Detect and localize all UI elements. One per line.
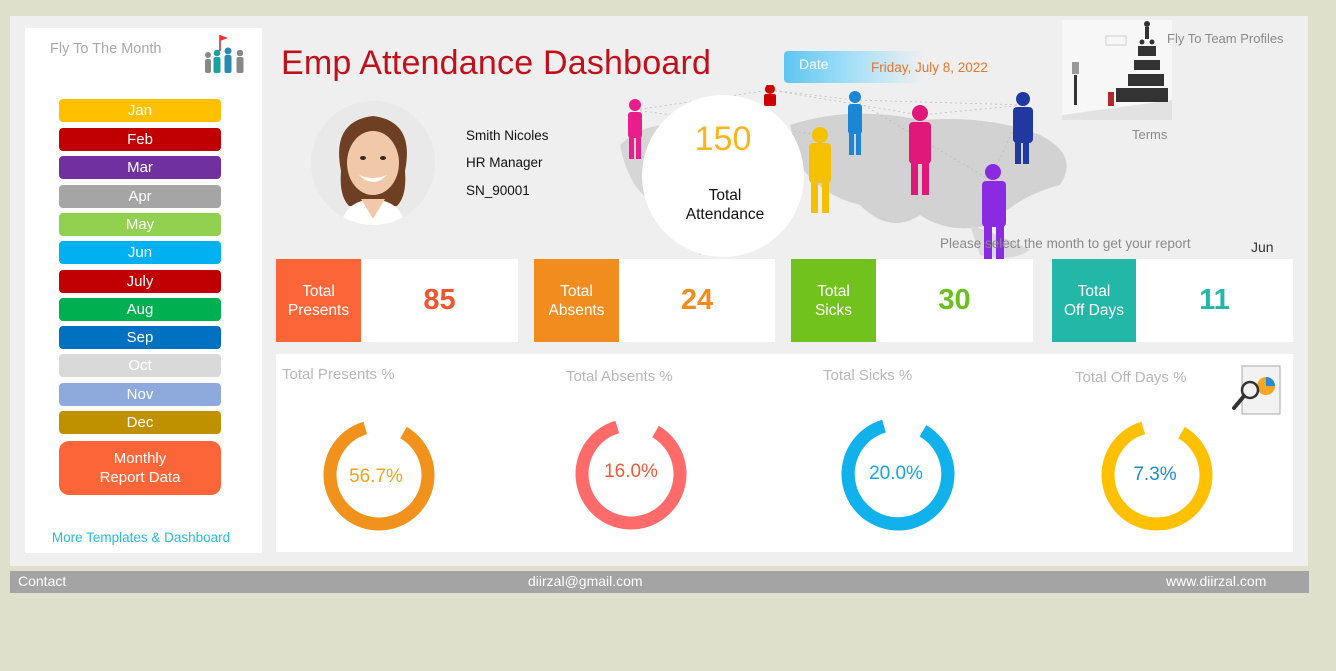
kpi-off-days-value: 11 xyxy=(1199,284,1230,316)
month-button-may[interactable]: May xyxy=(59,213,221,236)
kpi-sicks-value: 30 xyxy=(938,284,971,316)
total-attendance-circle xyxy=(642,95,804,257)
off-days-donut-chart xyxy=(1101,419,1213,531)
donut-title-absents: Total Absents % xyxy=(566,368,673,385)
absents-donut-chart xyxy=(575,418,687,530)
more-templates-link[interactable]: More Templates & Dashboard xyxy=(51,530,231,545)
date-value: Friday, July 8, 2022 xyxy=(871,60,988,75)
employee-role: HR Manager xyxy=(466,155,543,170)
total-attendance-value: 150 xyxy=(694,120,752,158)
donut-ring xyxy=(1101,419,1213,531)
sidebar-title: Fly To The Month xyxy=(50,41,162,57)
team-people-icon xyxy=(205,35,244,73)
terms-link[interactable]: Terms xyxy=(1132,127,1168,142)
date-label-bar xyxy=(784,51,984,83)
month-button-nov[interactable]: Nov xyxy=(59,383,221,406)
sicks-donut-chart xyxy=(841,417,955,531)
footer-bar xyxy=(10,571,1309,593)
employee-id: SN_90001 xyxy=(466,183,530,198)
sicks-percent: 20.0% xyxy=(869,463,923,484)
kpi-presents-label: Total Presents xyxy=(276,259,361,342)
month-button-dec[interactable]: Dec xyxy=(59,411,221,434)
person-figure-pink xyxy=(628,99,642,159)
month-button-oct[interactable]: Oct xyxy=(59,354,221,377)
footer-website[interactable]: www.diirzal.com xyxy=(1166,573,1267,589)
month-button-aug[interactable]: Aug xyxy=(59,298,221,321)
page-title: Emp Attendance Dashboard xyxy=(281,44,712,82)
monthly-report-button[interactable]: Monthly Report Data xyxy=(59,441,221,495)
team-profiles-link[interactable]: Fly To Team Profiles xyxy=(1167,31,1284,46)
kpi-presents-value: 85 xyxy=(423,284,456,316)
donut-title-off-days: Total Off Days % xyxy=(1075,369,1187,386)
month-button-mar[interactable]: Mar xyxy=(59,156,221,179)
presents-donut-chart xyxy=(323,419,435,531)
kpi-off-days-label: Total Off Days xyxy=(1052,259,1136,342)
kpi-absents-label: Total Absents xyxy=(534,259,619,342)
total-attendance-label: Total Attendance xyxy=(685,187,765,223)
donut-title-sicks: Total Sicks % xyxy=(823,367,913,384)
month-button-feb[interactable]: Feb xyxy=(59,128,221,151)
donut-title-presents: Total Presents % xyxy=(282,366,395,383)
date-label: Date xyxy=(799,56,829,72)
footer-email[interactable]: diirzal@gmail.com xyxy=(528,573,643,589)
employee-name: Smith Nicoles xyxy=(466,128,549,143)
month-button-jan[interactable]: Jan xyxy=(59,99,221,122)
donut-ring xyxy=(323,419,435,531)
month-button-july[interactable]: July xyxy=(59,270,221,293)
kpi-sicks-label: Total Sicks xyxy=(791,259,876,342)
month-button-jun[interactable]: Jun xyxy=(59,241,221,264)
report-magnifier-icon xyxy=(1232,365,1281,415)
off-days-percent: 7.3% xyxy=(1133,464,1177,485)
month-button-apr[interactable]: Apr xyxy=(59,185,221,208)
kpi-absents-value: 24 xyxy=(680,284,714,316)
employee-avatar xyxy=(311,101,435,225)
team-profiles-image[interactable] xyxy=(1062,20,1172,120)
footer-contact: Contact xyxy=(18,573,67,589)
absents-percent: 16.0% xyxy=(604,461,658,482)
month-button-sep[interactable]: Sep xyxy=(59,326,221,349)
selected-month: Jun xyxy=(1251,239,1274,255)
month-hint-text: Please select the month to get your repo… xyxy=(940,236,1191,251)
presents-percent: 56.7% xyxy=(349,466,403,487)
donut-ring xyxy=(575,418,687,530)
